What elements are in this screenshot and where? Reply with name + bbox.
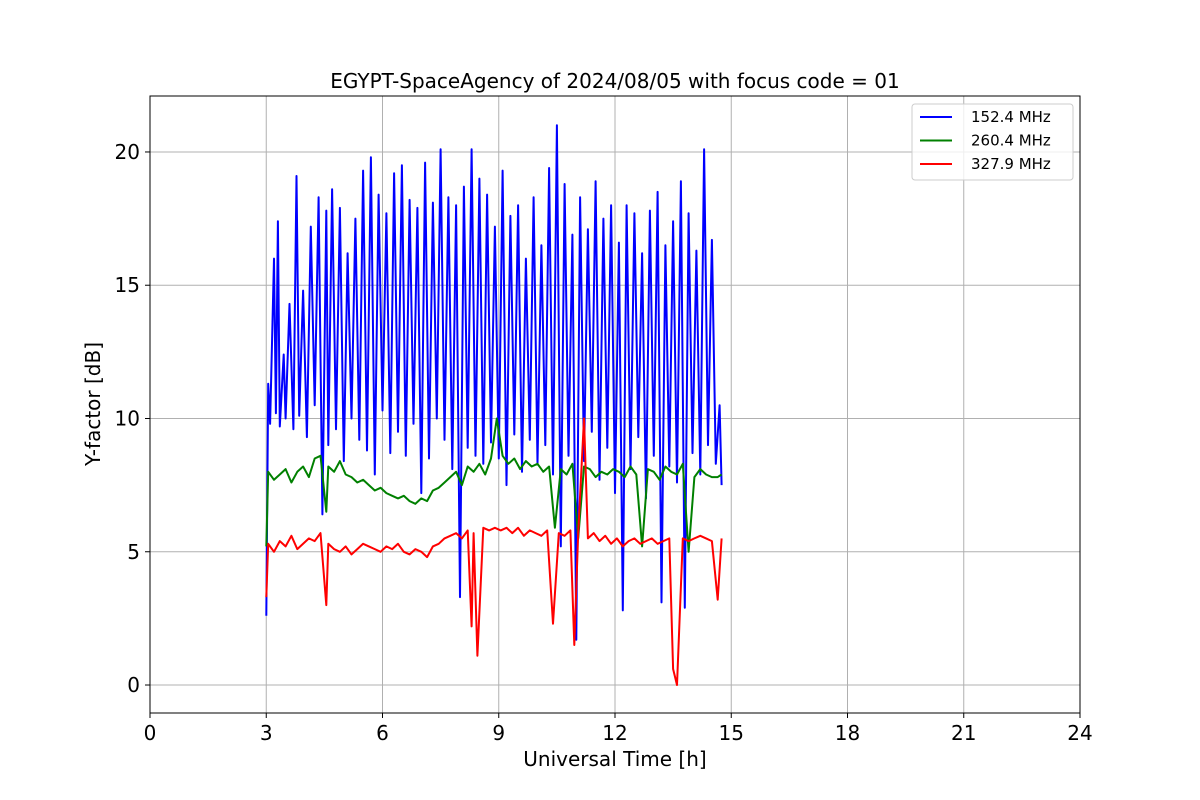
x-tick-label: 9 (492, 721, 505, 745)
chart-title: EGYPT-SpaceAgency of 2024/08/05 with foc… (330, 69, 899, 93)
x-tick-label: 15 (719, 721, 744, 745)
legend-box (911, 103, 1074, 181)
y-tick-label: 15 (115, 273, 140, 297)
y-tick-label: 5 (127, 540, 140, 564)
y-axis: 0 5 10 15 20 (115, 140, 150, 697)
x-tick-label: 12 (602, 721, 627, 745)
x-tick-label: 3 (260, 721, 273, 745)
x-tick-label: 18 (835, 721, 860, 745)
y-tick-label: 10 (115, 406, 140, 430)
x-axis-label: Universal Time [h] (523, 747, 706, 771)
legend-label: 260.4 MHz (971, 132, 1051, 150)
series-line-1 (265, 124, 723, 641)
x-tick-label: 0 (144, 721, 157, 745)
legend-label: 152.4 MHz (971, 108, 1051, 126)
legend: 152.4 MHz 260.4 MHz 327.9 MHz (911, 103, 1074, 181)
y-axis-label: Y-factor [dB] (81, 342, 105, 467)
x-tick-label: 21 (951, 721, 976, 745)
series-line-3 (265, 417, 723, 686)
series-line-2 (265, 417, 723, 553)
x-tick-label: 24 (1067, 721, 1092, 745)
plot-area (265, 124, 723, 686)
y-tick-label: 20 (115, 140, 140, 164)
legend-label: 327.9 MHz (971, 155, 1051, 173)
x-axis: 0 3 6 9 12 15 18 21 24 (144, 713, 1093, 745)
x-tick-label: 6 (376, 721, 389, 745)
y-tick-label: 0 (127, 673, 140, 697)
